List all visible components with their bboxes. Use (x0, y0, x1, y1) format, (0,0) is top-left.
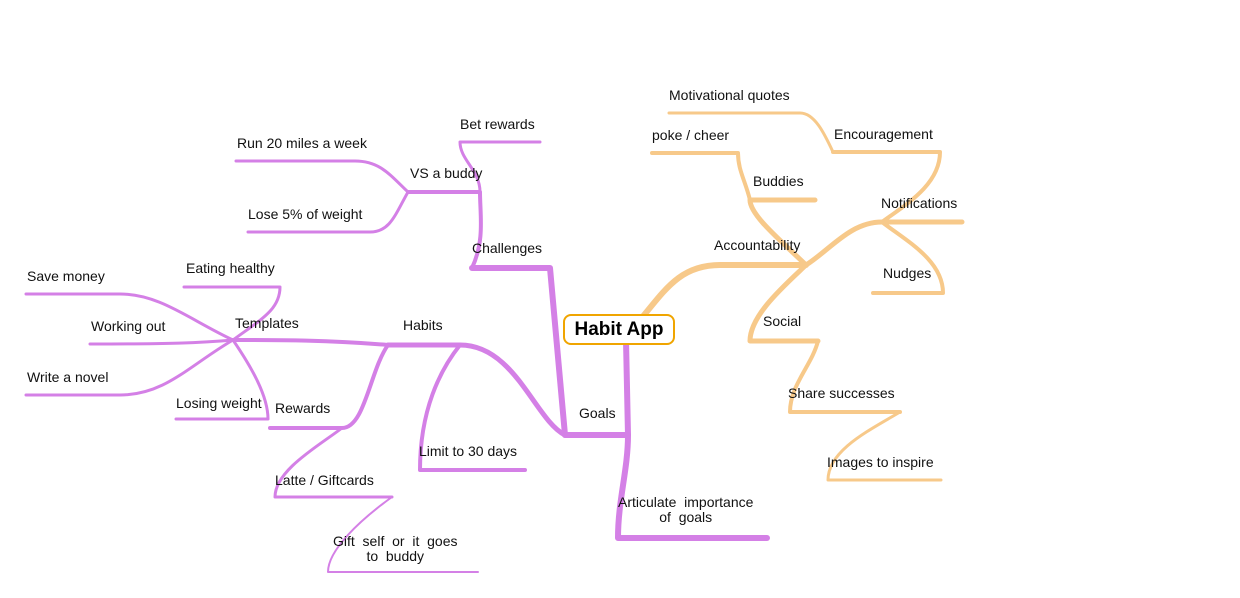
branch-notifications (803, 219, 965, 268)
node-nudges[interactable]: Nudges (883, 265, 932, 281)
node-social[interactable]: Social (763, 313, 802, 329)
node-lose-5-percent[interactable]: Lose 5% of weight (248, 206, 363, 222)
branch-latte (273, 426, 394, 499)
branch-working-out (88, 338, 235, 346)
node-poke-cheer[interactable]: poke / cheer (652, 127, 730, 143)
node-working-out[interactable]: Working out (91, 318, 166, 334)
branch-losing-weight (174, 338, 270, 421)
node-write-novel[interactable]: Write a novel (27, 369, 109, 385)
branch-limit (418, 343, 527, 472)
node-bet-rewards[interactable]: Bet rewards (460, 116, 535, 132)
node-articulate-importance[interactable]: Articulate importance of goals (618, 494, 754, 525)
branch-eating (182, 285, 282, 342)
node-buddies[interactable]: Buddies (753, 173, 804, 189)
node-habits[interactable]: Habits (403, 317, 443, 333)
branch-motivational (667, 111, 835, 154)
branch-buddies (747, 197, 818, 268)
node-share-successes[interactable]: Share successes (788, 385, 895, 401)
branch-habits (385, 342, 568, 438)
branch-run (234, 159, 410, 194)
branch-gift (327, 496, 479, 573)
branch-bet-rewards (458, 140, 542, 194)
branch-nudges (871, 220, 945, 295)
node-challenges[interactable]: Challenges (472, 240, 543, 256)
branch-write-novel (24, 338, 235, 397)
node-losing-weight[interactable]: Losing weight (176, 395, 262, 411)
branch-poke (650, 151, 752, 202)
branch-encouragement (831, 150, 942, 224)
node-rewards[interactable]: Rewards (275, 400, 331, 416)
branch-articulate (615, 432, 770, 541)
branch-share (788, 339, 902, 414)
node-notifications[interactable]: Notifications (881, 195, 958, 211)
node-run-20-miles[interactable]: Run 20 miles a week (237, 135, 367, 151)
branch-lose (246, 190, 410, 234)
node-encouragement[interactable]: Encouragement (834, 126, 933, 142)
node-templates[interactable]: Templates (235, 315, 299, 331)
branch-images (826, 410, 943, 482)
node-save-money[interactable]: Save money (27, 268, 105, 284)
node-gift-self[interactable]: Gift self or it goes to buddy (333, 533, 458, 564)
node-eating-healthy[interactable]: Eating healthy (186, 260, 275, 276)
branch-vs-buddy (406, 190, 483, 270)
branch-accountability (637, 262, 809, 323)
node-vs-buddy[interactable]: VS a buddy (410, 165, 483, 181)
node-accountability[interactable]: Accountability (714, 237, 801, 253)
branch-social (747, 262, 821, 344)
node-latte-giftcards[interactable]: Latte / Giftcards (275, 472, 374, 488)
branch-templates (231, 338, 390, 347)
branch-rewards (268, 343, 390, 430)
node-goals[interactable]: Goals (579, 405, 616, 421)
node-motivational-quotes[interactable]: Motivational quotes (669, 87, 790, 103)
branch-save-money (24, 292, 235, 342)
node-limit-30-days[interactable]: Limit to 30 days (419, 443, 518, 459)
node-images-to-inspire[interactable]: Images to inspire (827, 454, 934, 470)
central-topic[interactable]: Habit App (563, 314, 675, 345)
